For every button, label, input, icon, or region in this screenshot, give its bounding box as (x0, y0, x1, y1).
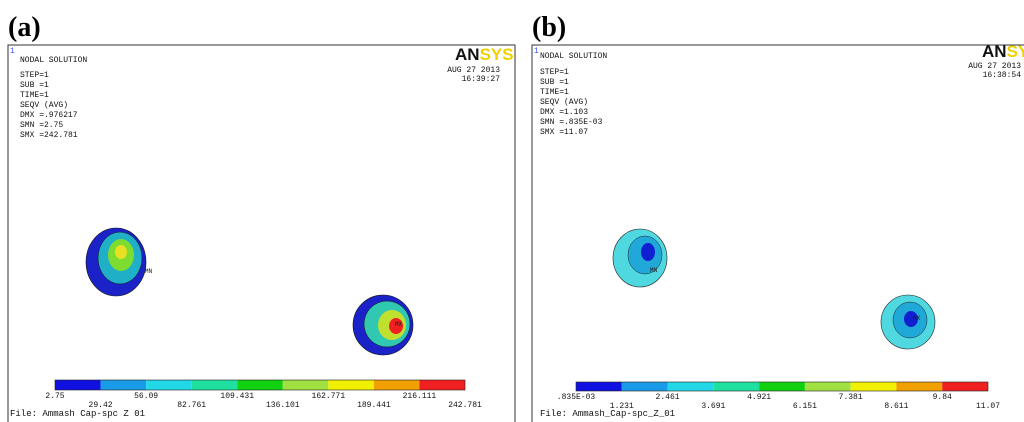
legend-label: 109.431 (220, 392, 254, 401)
info-line: SMX =242.781 (20, 131, 78, 140)
panel-frame (8, 45, 515, 422)
figure: (a)1ANSYSNODAL SOLUTIONSTEP=1SUB =1TIME=… (0, 0, 1024, 422)
logo-part: AN (455, 45, 480, 64)
model-part (353, 295, 413, 355)
logo: ANSYS (455, 45, 514, 64)
info-line: SMN =2.75 (20, 121, 63, 130)
legend-swatch (713, 382, 759, 391)
legend-label: 162.771 (312, 392, 346, 401)
legend-swatch (283, 380, 329, 390)
panel-frame (532, 45, 1024, 422)
legend-label: 4.921 (747, 393, 771, 402)
legend-swatch (622, 382, 668, 391)
model-part (881, 295, 935, 349)
legend-label: 82.761 (177, 401, 206, 410)
model-part (613, 229, 667, 287)
info-line: SEQV (AVG) (20, 101, 68, 110)
legend-label: .835E-03 (557, 393, 596, 402)
legend-label: 56.09 (134, 392, 158, 401)
legend-label: 189.441 (357, 401, 391, 410)
date: AUG 27 2013 (447, 66, 500, 75)
info-line: SMX =11.07 (540, 128, 588, 137)
legend-swatch (851, 382, 897, 391)
info-line: DMX =1.103 (540, 108, 588, 117)
info-line: SMN =.835E-03 (540, 118, 603, 127)
time: 16:38:54 (983, 71, 1022, 80)
legend-swatch (374, 380, 420, 390)
min-marker: MN (650, 267, 658, 274)
legend-swatch (55, 380, 101, 390)
legend-swatch (668, 382, 714, 391)
info-line: SEQV (AVG) (540, 98, 588, 107)
model-part (86, 228, 146, 296)
window-number: 1 (10, 47, 15, 56)
file-name: File: Ammash_Cap-spc_Z_01 (540, 409, 675, 419)
logo-part: SYS (1007, 42, 1024, 61)
legend-swatch (759, 382, 805, 391)
panel-label: (a) (8, 12, 41, 43)
legend-label: 11.07 (976, 402, 1000, 411)
time: 16:39:27 (462, 75, 501, 84)
info-line: DMX =.976217 (20, 111, 78, 120)
legend-label: 3.691 (701, 402, 725, 411)
panel-label: (b) (532, 12, 566, 43)
legend-swatch (101, 380, 147, 390)
legend-label: 216.111 (403, 392, 437, 401)
legend-swatch (805, 382, 851, 391)
window-number: 1 (534, 47, 539, 56)
info-line: NODAL SOLUTION (20, 56, 87, 65)
min-marker: MN (145, 268, 153, 275)
legend-label: 7.381 (839, 393, 863, 402)
legend-label: 136.101 (266, 401, 300, 410)
legend-label: 242.781 (448, 401, 482, 410)
legend-label: 2.75 (45, 392, 64, 401)
legend-swatch (419, 380, 465, 390)
file-name: File: Ammash Cap-spc Z 01 (10, 409, 145, 419)
logo-part: AN (982, 42, 1007, 61)
max-marker: MX (395, 321, 403, 328)
legend-label: 6.151 (793, 402, 817, 411)
info-line: SUB =1 (540, 78, 569, 87)
max-marker: MX (913, 315, 921, 322)
legend-label: 9.84 (933, 393, 952, 402)
info-line: TIME=1 (540, 88, 569, 97)
legend-swatch (146, 380, 192, 390)
legend-swatch (328, 380, 374, 390)
info-line: STEP=1 (20, 71, 49, 80)
date: AUG 27 2013 (968, 62, 1021, 71)
legend-label: 8.611 (884, 402, 908, 411)
info-line: NODAL SOLUTION (540, 52, 607, 61)
info-line: STEP=1 (540, 68, 569, 77)
logo-part: SYS (480, 45, 514, 64)
legend-swatch (942, 382, 988, 391)
info-line: TIME=1 (20, 91, 49, 100)
legend-swatch (192, 380, 238, 390)
info-line: SUB =1 (20, 81, 49, 90)
legend-swatch (896, 382, 942, 391)
legend-swatch (237, 380, 283, 390)
logo: ANSYS (982, 42, 1024, 61)
legend-swatch (576, 382, 622, 391)
legend-label: 2.461 (656, 393, 680, 402)
